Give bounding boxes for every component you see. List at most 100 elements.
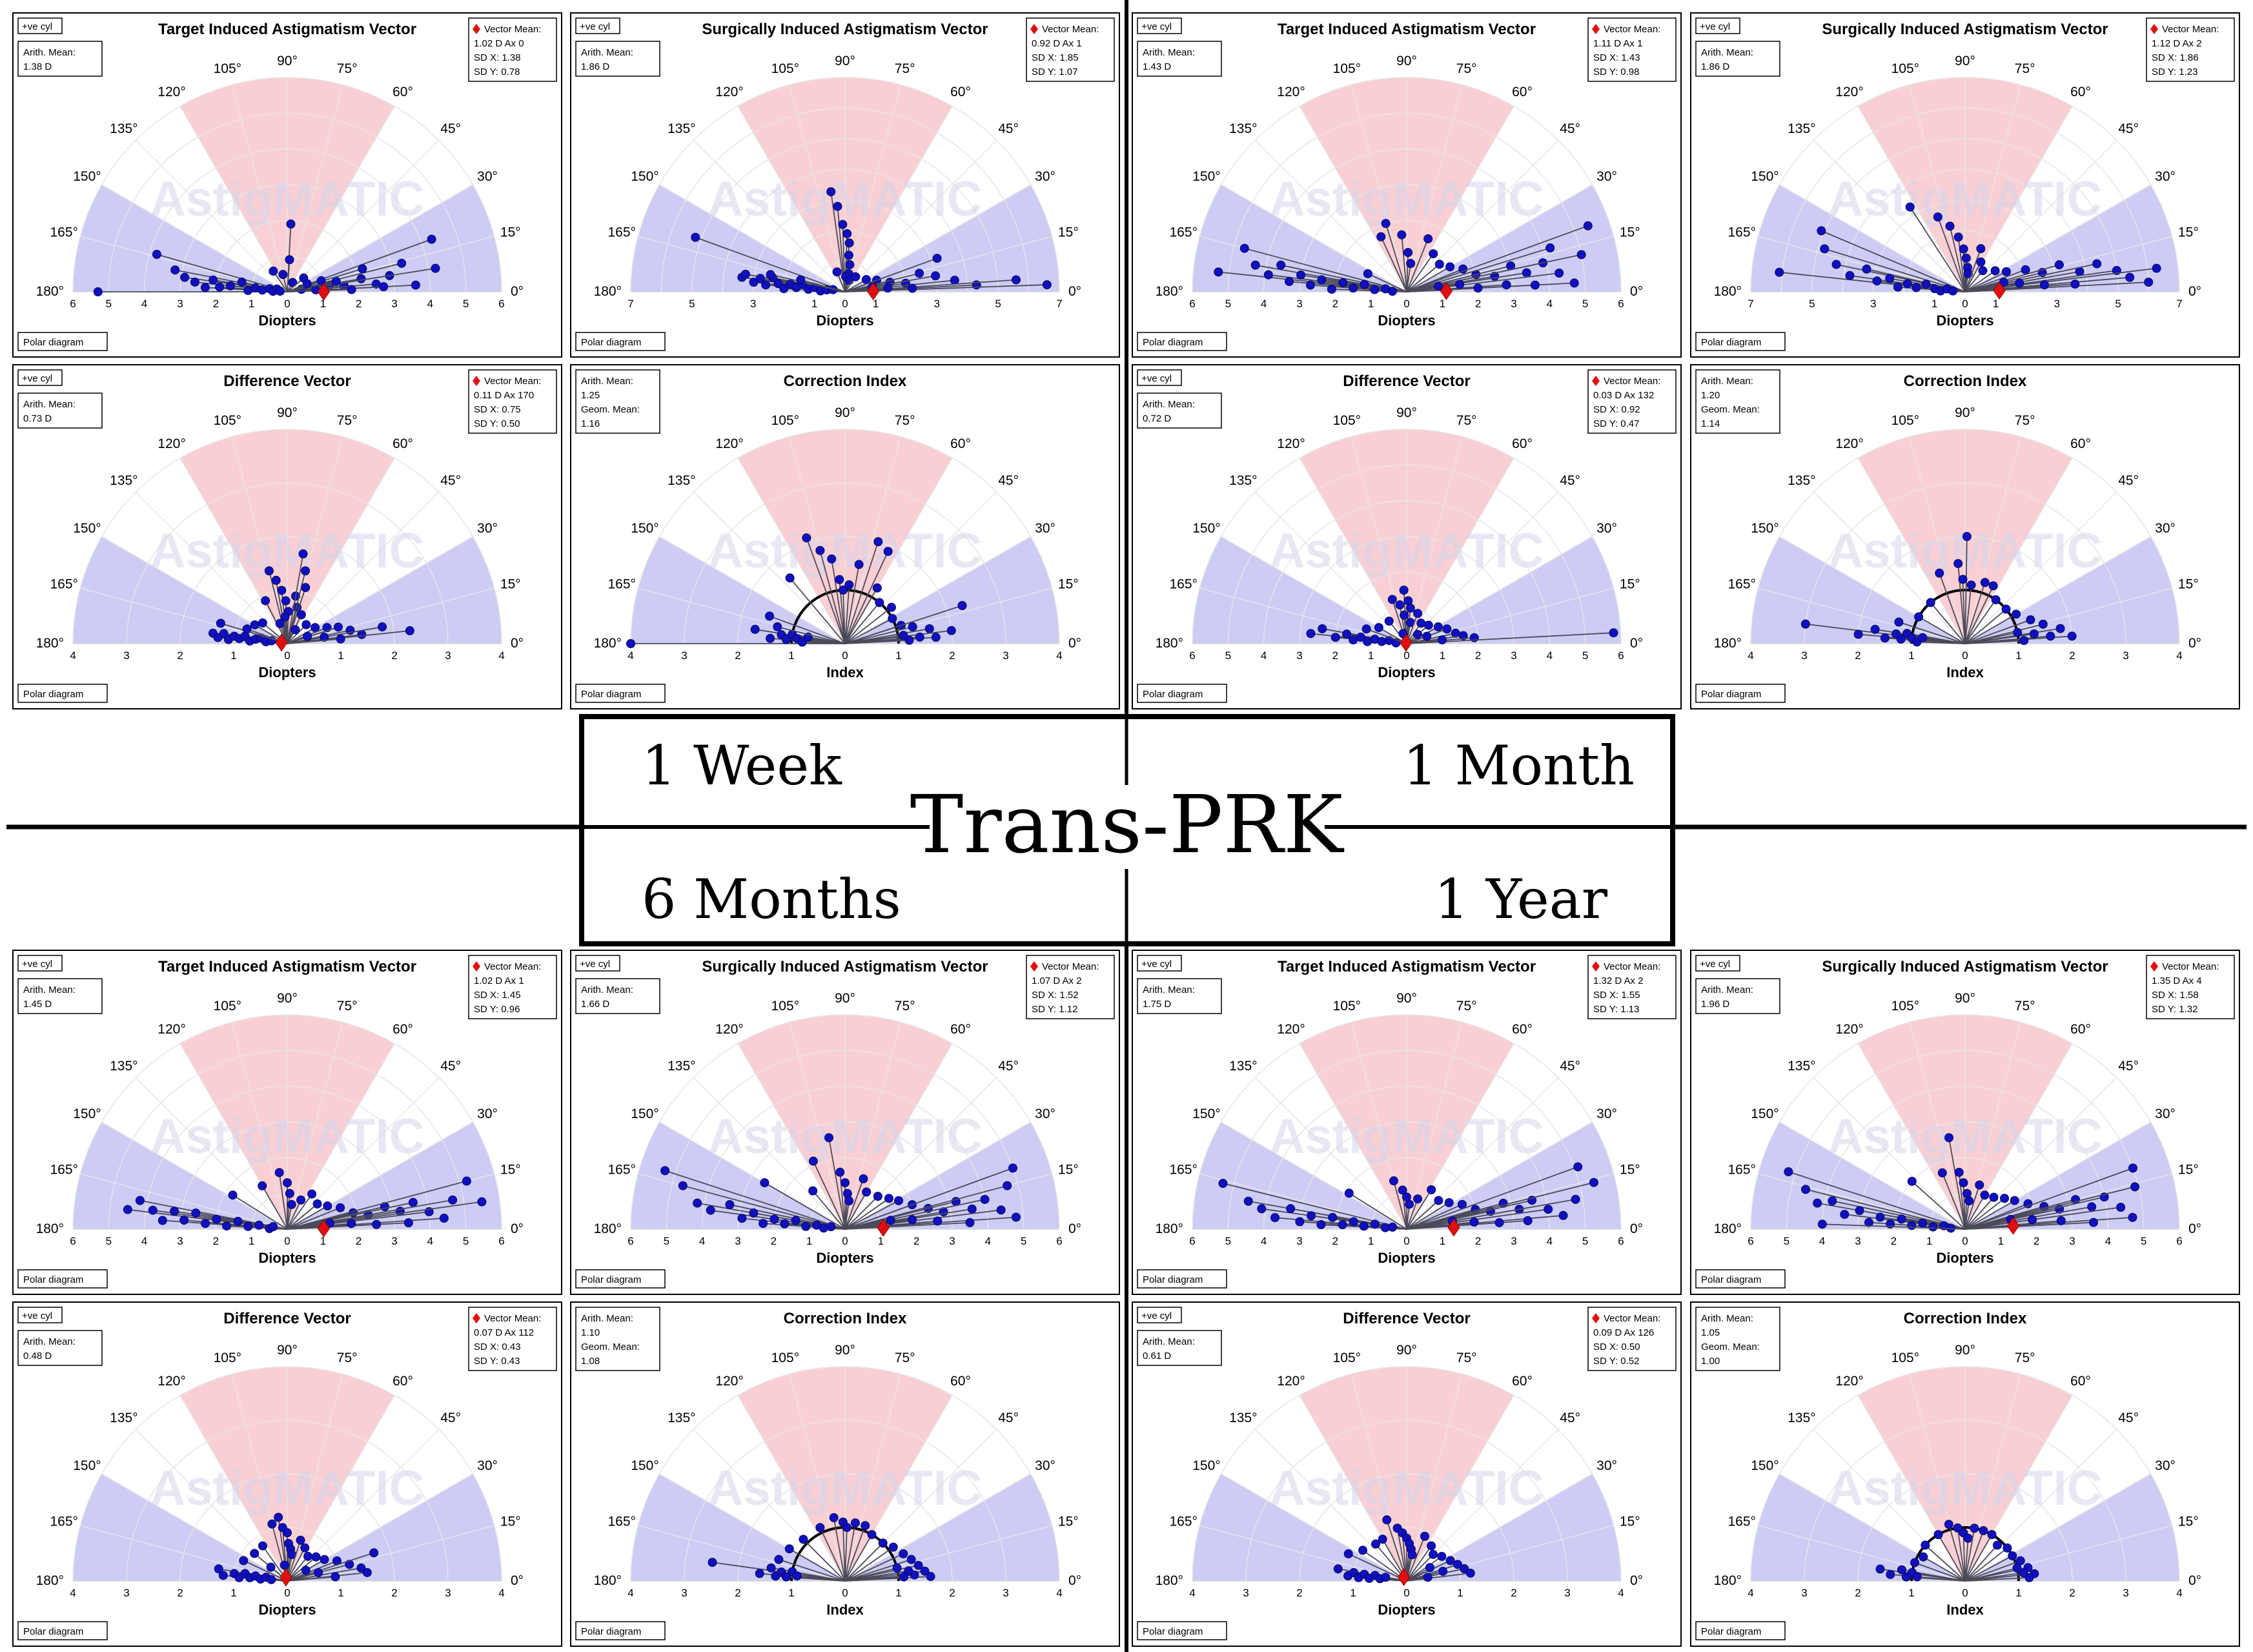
grid-spoke [101,1121,288,1230]
cyl-box [17,17,63,34]
point-spoke [1911,1572,1966,1582]
angle-label: 60° [392,436,413,451]
point-spoke [1964,1572,2024,1582]
data-point [1243,1196,1253,1206]
angle-label: 105° [1891,61,1919,76]
tick-label: 4 [141,298,147,310]
data-point [242,624,252,634]
cyl-label: +ve cyl [1141,373,1172,384]
tick-label: 1 [1457,1587,1463,1599]
data-point [1381,219,1391,229]
legend-label: Polar diagram [1143,1274,1203,1285]
data-point [1214,267,1223,277]
point-spoke [844,551,889,644]
point-spoke [844,607,892,644]
data-point [1008,1163,1017,1173]
data-point [1953,558,1963,568]
angle-label: 75° [1456,999,1477,1014]
angle-label: 30° [2155,169,2176,184]
grid-spoke [844,85,901,292]
point-spoke [1805,1188,1966,1230]
data-point [1434,281,1443,291]
data-point [1928,1222,1938,1232]
grid-spoke [1964,139,2117,292]
tick-label: 2 [1332,1235,1338,1247]
point-spoke [1406,1202,1450,1230]
point-spoke [1964,1576,2030,1582]
point-spoke [1964,1530,1984,1582]
axis-title: Diopters [1378,1250,1435,1266]
data-point [1388,1222,1398,1232]
point-spoke [220,622,288,644]
tick-label: 5 [1582,298,1588,310]
grid-spoke [1909,1022,1966,1230]
point-spoke [1406,253,1434,292]
angle-label: 15° [500,225,521,240]
data-point [1775,267,1784,277]
data-point [2056,1216,2066,1225]
angle-label: 120° [1835,436,1863,451]
data-point [427,234,436,244]
data-point [302,279,312,289]
tick-label: 2 [949,1587,955,1599]
point-spoke [1964,1186,2136,1230]
data-point [2001,604,2011,614]
point-spoke [844,1525,866,1582]
mean-marker-legend-icon [473,376,480,386]
data-point [362,1567,372,1577]
data-point [1817,226,1826,236]
point-spoke [1964,1201,1970,1230]
tick-label: 2 [177,649,183,662]
point-spoke [1964,1167,2134,1230]
angle-label: 135° [668,473,695,488]
data-point [1875,1212,1885,1222]
cyl-box [17,369,63,386]
data-point [462,1176,471,1186]
mean-box [1137,41,1222,77]
data-point [311,1552,321,1562]
point-spoke [1788,1171,1966,1230]
angle-label: 75° [895,999,915,1014]
axis-title: Index [826,664,864,680]
angle-label: 30° [477,521,498,536]
grid-spoke [1857,1043,1966,1230]
grid-spoke [737,1395,846,1582]
tick-label: 5 [689,298,695,310]
mean-box-line: 1.25 [581,390,600,401]
data-point [148,1205,158,1215]
grid-spoke [1857,458,1966,644]
mean-box [1695,1307,1780,1371]
grid-spoke [287,1077,440,1230]
tick-label: 0 [842,649,848,662]
mean-box-line: 1.16 [581,418,600,429]
angle-label: 135° [668,1059,695,1074]
vector-mean-box [2146,17,2235,82]
legend-box [17,1269,108,1289]
point-spoke [844,1220,938,1230]
data-point [2128,1163,2137,1173]
angle-label: 150° [1751,169,1779,184]
data-point [1469,1218,1479,1227]
tick-label: 3 [391,1235,397,1247]
sector-wedge [1407,536,1621,644]
angle-label: 165° [1169,1162,1197,1177]
data-point [1361,624,1371,634]
data-point [827,554,837,564]
sector-wedge [73,185,287,292]
data-point [1257,1204,1267,1214]
sector-wedge [1751,1122,1965,1229]
data-point [291,625,300,635]
mean-box-line: 0.73 D [23,413,52,424]
data-point [883,547,893,556]
data-point [285,255,294,265]
panel-title: Difference Vector [223,1310,351,1327]
sector-wedge [73,536,287,644]
data-point [1473,283,1483,293]
point-spoke [844,1542,884,1582]
grid-spoke [1406,436,1463,644]
axis-title: Diopters [1378,664,1435,680]
point-spoke [287,571,306,644]
tick-label: 3 [2123,649,2128,662]
tick-label: 0 [284,298,290,310]
sector-wedge [1407,185,1621,292]
